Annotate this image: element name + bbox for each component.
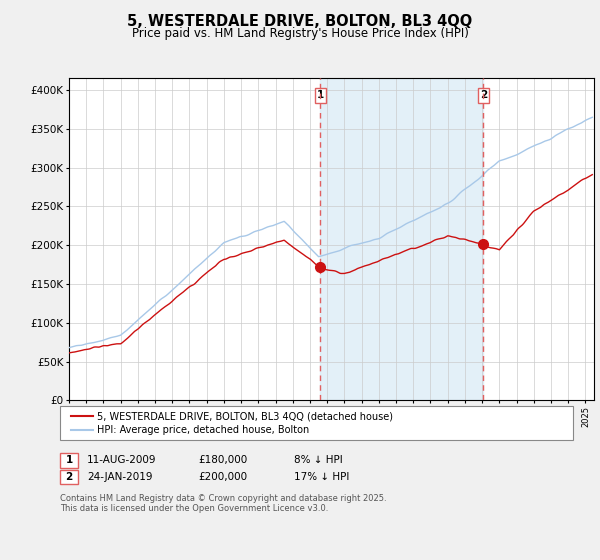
Text: 5, WESTERDALE DRIVE, BOLTON, BL3 4QQ (detached house): 5, WESTERDALE DRIVE, BOLTON, BL3 4QQ (de…	[97, 411, 393, 421]
Text: 17% ↓ HPI: 17% ↓ HPI	[294, 472, 349, 482]
Text: 24-JAN-2019: 24-JAN-2019	[87, 472, 152, 482]
Bar	[320, 78, 484, 400]
Text: Price paid vs. HM Land Registry's House Price Index (HPI): Price paid vs. HM Land Registry's House …	[131, 27, 469, 40]
Text: 2: 2	[479, 91, 487, 100]
Text: 5, WESTERDALE DRIVE, BOLTON, BL3 4QQ: 5, WESTERDALE DRIVE, BOLTON, BL3 4QQ	[127, 14, 473, 29]
Text: 11-AUG-2009: 11-AUG-2009	[87, 455, 157, 465]
Text: 1: 1	[317, 91, 324, 100]
Text: 1: 1	[65, 455, 73, 465]
Text: Contains HM Land Registry data © Crown copyright and database right 2025.
This d: Contains HM Land Registry data © Crown c…	[60, 494, 386, 514]
Text: HPI: Average price, detached house, Bolton: HPI: Average price, detached house, Bolt…	[97, 425, 310, 435]
Text: £180,000: £180,000	[198, 455, 247, 465]
Text: 2: 2	[65, 472, 73, 482]
Text: £200,000: £200,000	[198, 472, 247, 482]
Text: 8% ↓ HPI: 8% ↓ HPI	[294, 455, 343, 465]
